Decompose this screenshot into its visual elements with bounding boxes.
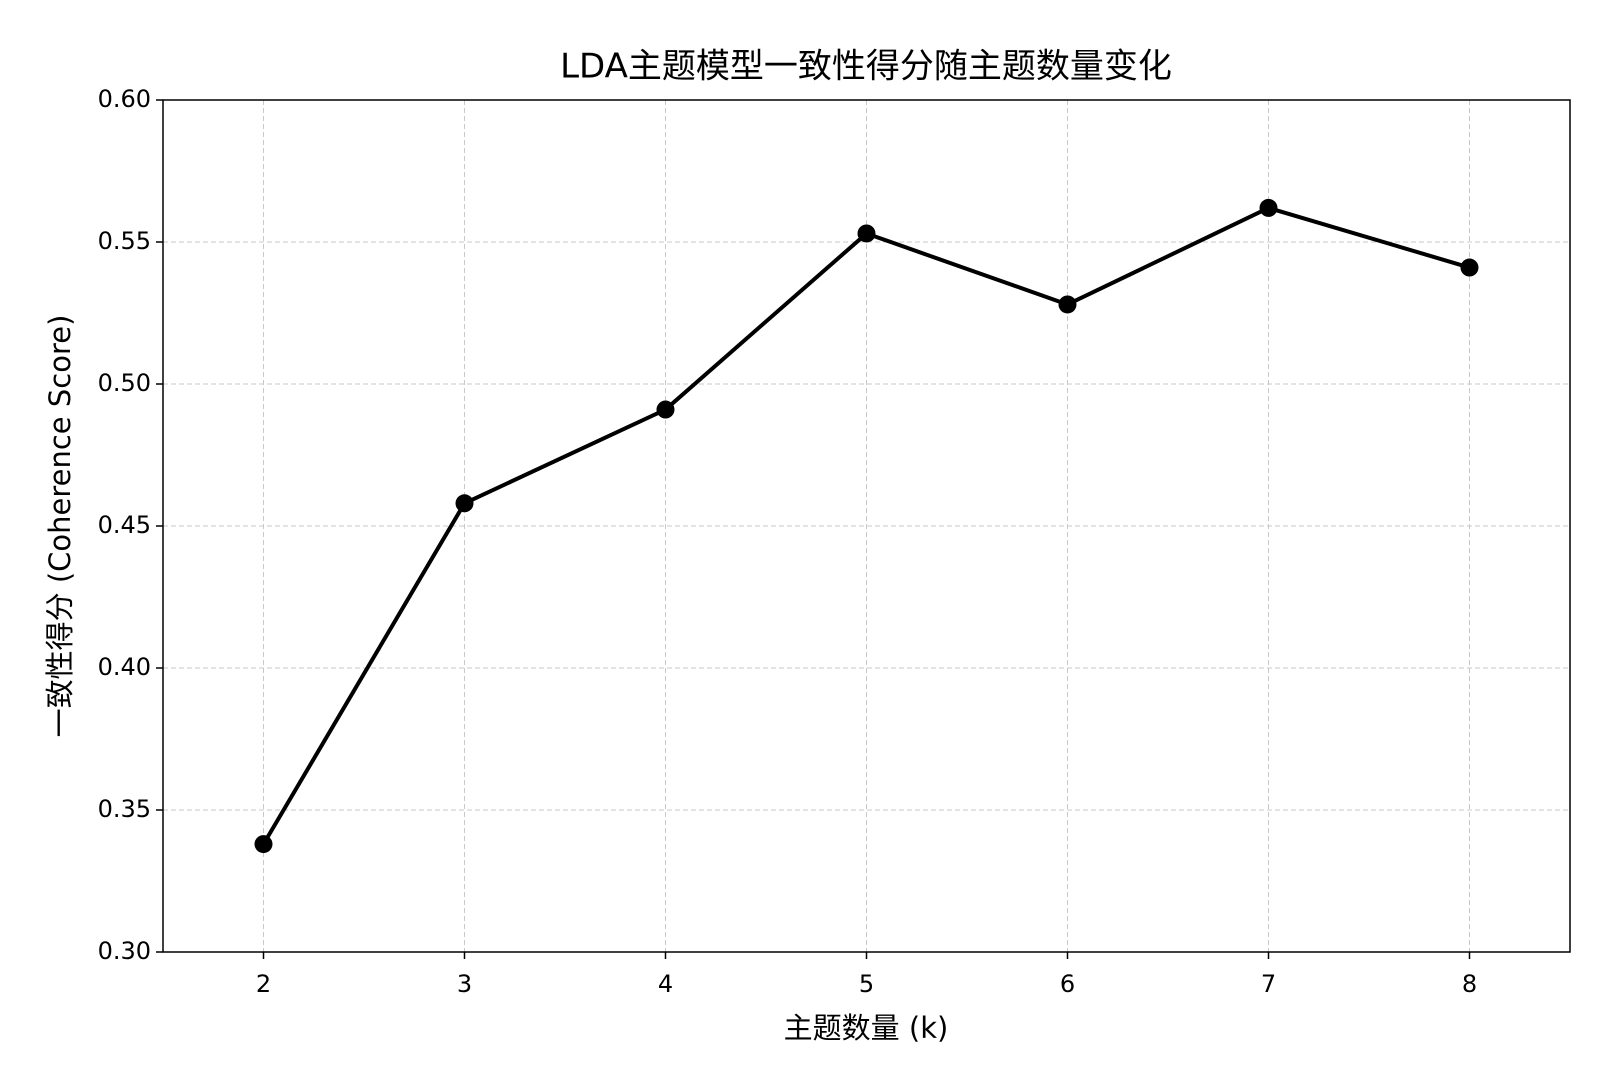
- x-tick-label: 3: [457, 970, 472, 998]
- y-axis-label: 一致性得分 (Coherence Score): [43, 315, 77, 738]
- x-tick-label: 2: [256, 970, 271, 998]
- y-tick-label: 0.60: [98, 85, 151, 113]
- point: [1460, 258, 1479, 277]
- x-tick-label: 8: [1462, 970, 1477, 998]
- y-tick-label: 0.35: [98, 795, 151, 823]
- y-tick-label: 0.55: [98, 227, 151, 255]
- point: [656, 400, 675, 419]
- point: [1058, 295, 1077, 314]
- point: [857, 224, 876, 243]
- y-tick-label: 0.50: [98, 369, 151, 397]
- x-tick-label: 7: [1261, 970, 1276, 998]
- point: [1259, 198, 1278, 217]
- x-axis-label: 主题数量 (k): [784, 1011, 949, 1045]
- plot-frame: [162, 99, 1571, 953]
- x-tick-label: 6: [1060, 970, 1075, 998]
- chart-title: LDA主题模型一致性得分随主题数量变化: [560, 47, 1172, 87]
- x-tick-label: 5: [859, 970, 874, 998]
- y-tick-label: 0.30: [98, 937, 151, 965]
- y-tick-label: 0.40: [98, 653, 151, 681]
- x-tick-label: 4: [658, 970, 673, 998]
- point: [455, 494, 474, 513]
- point: [254, 835, 273, 854]
- y-tick-label: 0.45: [98, 511, 151, 539]
